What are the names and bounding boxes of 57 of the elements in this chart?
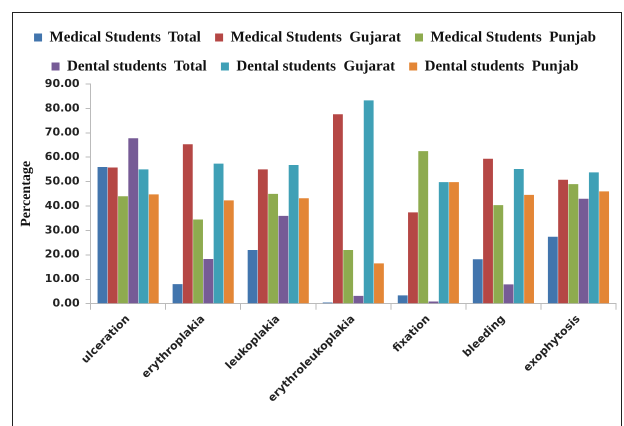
bar <box>568 184 578 304</box>
y-tick-label: 60.00 <box>44 150 80 164</box>
y-tick-label: 10.00 <box>44 272 80 286</box>
bar <box>449 182 459 304</box>
bar <box>118 196 128 304</box>
bar <box>483 158 493 304</box>
bar <box>288 165 299 304</box>
bar <box>278 216 288 304</box>
legend-label: Medical Students Total <box>50 29 201 46</box>
bar <box>298 198 309 304</box>
bar <box>248 250 258 304</box>
bar <box>172 284 182 304</box>
y-tick-label: 30.00 <box>44 223 80 236</box>
y-tick-label: 80.00 <box>44 101 80 114</box>
bar <box>408 212 418 304</box>
y-tick-label: 50.00 <box>44 174 80 188</box>
bar <box>224 200 234 304</box>
legend-label: Medical Students Gujarat <box>230 29 402 46</box>
bar <box>193 219 203 304</box>
y-tick-label: 0.00 <box>52 296 80 310</box>
bar <box>364 100 374 304</box>
bar <box>354 296 364 304</box>
bar <box>374 263 384 304</box>
bar <box>214 164 224 304</box>
y-tick-label: 40.00 <box>44 198 80 212</box>
bar <box>599 191 610 304</box>
bar <box>418 151 428 304</box>
bar <box>472 259 483 304</box>
bar <box>203 259 214 304</box>
bar <box>98 166 108 304</box>
bar <box>182 144 193 304</box>
bar <box>578 198 589 304</box>
bar <box>108 167 118 304</box>
y-tick-label: 20.00 <box>44 248 80 261</box>
legend-label: Medical Students Punjab <box>430 29 596 46</box>
y-tick-label: 90.00 <box>44 76 80 90</box>
bar <box>268 194 278 304</box>
bar <box>558 180 568 304</box>
y-axis-title: Percentage <box>19 160 34 227</box>
legend-label: Dental students Total <box>67 58 207 74</box>
bar <box>258 169 268 304</box>
bar <box>438 182 449 304</box>
bar <box>343 250 354 304</box>
bar <box>504 284 514 304</box>
bar <box>398 295 408 304</box>
bar <box>514 168 524 304</box>
legend-label: Dental students Gujarat <box>236 58 396 74</box>
legend-label: Dental students Punjab <box>424 58 578 74</box>
bar <box>548 236 558 304</box>
bar <box>128 138 138 304</box>
bar <box>138 169 148 304</box>
bar <box>493 205 504 304</box>
bar <box>148 194 159 304</box>
bar <box>588 172 599 304</box>
y-tick-label: 70.00 <box>44 126 80 139</box>
bar <box>332 114 343 304</box>
bar <box>524 194 534 304</box>
